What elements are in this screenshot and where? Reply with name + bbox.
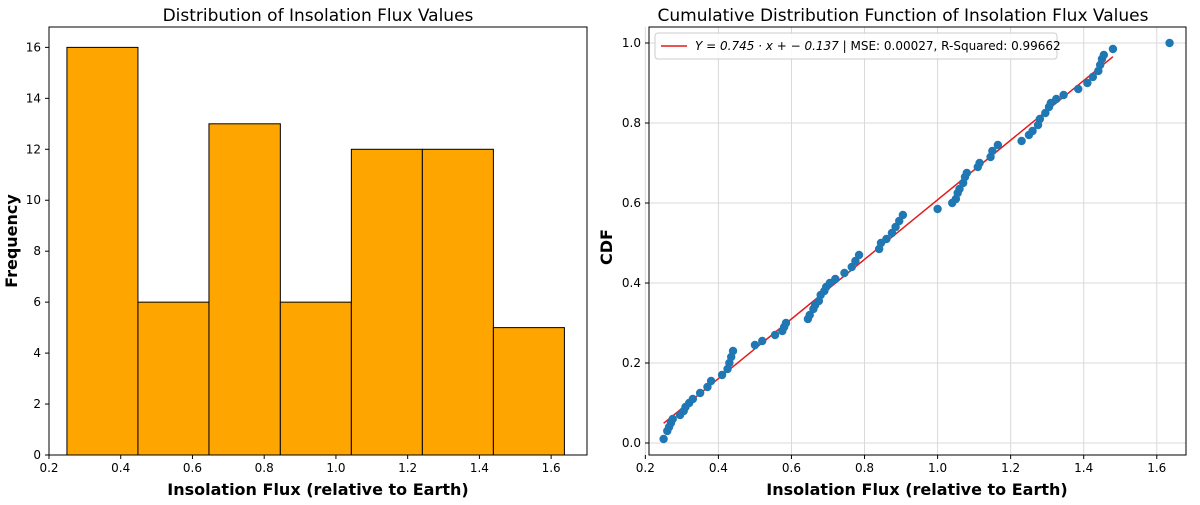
cdf-x-tick-label: 1.2 bbox=[1001, 461, 1020, 475]
histogram-bar bbox=[137, 301, 210, 456]
histogram-bar bbox=[350, 148, 423, 456]
cdf-point bbox=[988, 146, 997, 156]
cdf-x-ticks: 0.2 0.4 0.6 0.8 1.0 1.2 1.4 1.6 bbox=[636, 455, 1166, 475]
cdf-point bbox=[770, 330, 780, 340]
histogram-y-tick-label: 0 bbox=[33, 448, 41, 462]
cdf-x-tick-label: 0.6 bbox=[782, 461, 801, 475]
cdf-point bbox=[1088, 72, 1098, 82]
cdf-chart: Cumulative Distribution Function of Inso… bbox=[597, 6, 1187, 499]
cdf-point bbox=[1059, 90, 1068, 100]
cdf-x-tick-label: 1.4 bbox=[1074, 461, 1093, 475]
cdf-point bbox=[1028, 126, 1037, 136]
histogram-bar bbox=[421, 148, 494, 456]
cdf-y-tick-label: 0.6 bbox=[622, 196, 641, 210]
histogram-y-tick-label: 12 bbox=[26, 142, 41, 156]
cdf-point bbox=[962, 168, 972, 178]
histogram-x-axis-label: Insolation Flux (relative to Earth) bbox=[167, 480, 468, 499]
cdf-point bbox=[781, 318, 791, 328]
histogram-y-tick-label: 6 bbox=[33, 295, 41, 309]
cdf-y-tick-label: 0.2 bbox=[622, 356, 641, 370]
cdf-point bbox=[717, 370, 727, 380]
cdf-point bbox=[758, 336, 767, 346]
cdf-x-axis-label: Insolation Flux (relative to Earth) bbox=[766, 480, 1067, 499]
histogram-x-tick-label: 1.6 bbox=[542, 461, 561, 475]
histogram-x-tick-label: 0.6 bbox=[183, 461, 202, 475]
histogram-y-tick-label: 14 bbox=[26, 91, 41, 105]
histogram-chart: Distribution of Insolation Flux Values 0… bbox=[2, 6, 588, 499]
cdf-point bbox=[1074, 84, 1083, 94]
cdf-y-ticks: 0.0 0.2 0.4 0.6 0.8 1.0 bbox=[622, 36, 649, 450]
cdf-grid bbox=[644, 27, 1186, 455]
cdf-x-tick-label: 0.2 bbox=[636, 461, 655, 475]
cdf-x-tick-label: 0.4 bbox=[709, 461, 728, 475]
histogram-bars bbox=[66, 46, 565, 456]
histogram-x-tick-label: 1.2 bbox=[398, 461, 417, 475]
histogram-y-tick-label: 16 bbox=[26, 40, 41, 54]
cdf-legend-equation: Y = 0.745 · x + − 0.137 bbox=[695, 39, 839, 53]
cdf-x-tick-label: 1.6 bbox=[1147, 461, 1166, 475]
cdf-y-tick-label: 1.0 bbox=[622, 36, 641, 50]
cdf-point bbox=[659, 434, 668, 444]
histogram-y-axis-label: Frequency bbox=[2, 194, 21, 288]
cdf-point bbox=[1035, 114, 1045, 124]
cdf-point bbox=[840, 268, 849, 278]
histogram-y-tick-label: 10 bbox=[26, 193, 41, 207]
histogram-bar bbox=[208, 123, 281, 456]
cdf-point bbox=[668, 414, 677, 424]
histogram-bar bbox=[66, 46, 139, 456]
cdf-point bbox=[695, 388, 705, 398]
cdf-legend-label: Y = 0.745 · x + − 0.137 | MSE: 0.00027, … bbox=[695, 39, 1061, 53]
histogram-y-ticks: 0 2 4 6 8 10 12 14 16 bbox=[26, 40, 49, 462]
cdf-point bbox=[898, 210, 908, 220]
cdf-x-tick-label: 0.8 bbox=[855, 461, 874, 475]
cdf-legend-box bbox=[654, 32, 1058, 60]
histogram-y-tick-label: 4 bbox=[33, 346, 41, 360]
cdf-legend-metrics: | MSE: 0.00027, R-Squared: 0.99662 bbox=[839, 39, 1061, 53]
cdf-points bbox=[659, 38, 1174, 444]
histogram-x-tick-label: 0.4 bbox=[111, 461, 130, 475]
histogram-x-tick-label: 1.0 bbox=[326, 461, 345, 475]
cdf-legend: Y = 0.745 · x + − 0.137 | MSE: 0.00027, … bbox=[654, 32, 1061, 60]
histogram-y-tick-label: 2 bbox=[33, 397, 41, 411]
cdf-point bbox=[706, 376, 716, 386]
cdf-point bbox=[854, 250, 864, 260]
cdf-point bbox=[1083, 78, 1092, 88]
cdf-point bbox=[1052, 94, 1061, 104]
cdf-point bbox=[1099, 50, 1109, 60]
cdf-point bbox=[975, 158, 984, 168]
cdf-title: Cumulative Distribution Function of Inso… bbox=[658, 6, 1149, 26]
cdf-point bbox=[728, 346, 738, 356]
histogram-title: Distribution of Insolation Flux Values bbox=[163, 6, 474, 26]
histogram-x-ticks: 0.2 0.4 0.6 0.8 1.0 1.2 1.4 1.6 bbox=[39, 455, 561, 475]
cdf-point bbox=[1165, 38, 1174, 48]
cdf-y-tick-label: 0.4 bbox=[622, 276, 641, 290]
cdf-point bbox=[993, 140, 1003, 150]
cdf-point bbox=[882, 234, 891, 244]
histogram-bar bbox=[492, 327, 565, 456]
cdf-y-tick-label: 0.8 bbox=[622, 116, 641, 130]
cdf-y-tick-label: 0.0 bbox=[622, 436, 641, 450]
cdf-point bbox=[688, 394, 698, 404]
histogram-x-tick-label: 0.8 bbox=[255, 461, 274, 475]
cdf-point bbox=[750, 340, 760, 350]
histogram-x-tick-label: 0.2 bbox=[39, 461, 58, 475]
cdf-point bbox=[1108, 44, 1118, 54]
histogram-plot-frame bbox=[48, 26, 588, 456]
cdf-point bbox=[1017, 136, 1026, 146]
cdf-point bbox=[933, 204, 942, 214]
cdf-y-axis-label: CDF bbox=[597, 229, 616, 265]
cdf-x-tick-label: 1.0 bbox=[928, 461, 947, 475]
histogram-x-tick-label: 1.4 bbox=[470, 461, 489, 475]
histogram-y-tick-label: 8 bbox=[33, 244, 41, 258]
histogram-bar bbox=[279, 301, 352, 456]
cdf-plot-frame bbox=[648, 26, 1187, 456]
cdf-point bbox=[831, 274, 840, 284]
